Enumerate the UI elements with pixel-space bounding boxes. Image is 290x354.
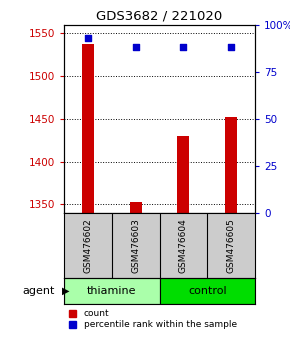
Bar: [225, 117, 237, 213]
Text: GSM476602: GSM476602: [83, 218, 92, 273]
Point: [133, 45, 138, 50]
Point: [85, 35, 90, 41]
Text: thiamine: thiamine: [87, 286, 136, 296]
Bar: [130, 202, 142, 213]
Point: [181, 45, 186, 50]
Bar: [82, 45, 94, 213]
Point: [229, 45, 233, 50]
Text: GSM476604: GSM476604: [179, 218, 188, 273]
Title: GDS3682 / 221020: GDS3682 / 221020: [96, 9, 223, 22]
Bar: [177, 136, 189, 213]
Text: ▶: ▶: [62, 286, 70, 296]
Bar: [64, 278, 160, 304]
Bar: [160, 278, 255, 304]
Text: GSM476605: GSM476605: [227, 218, 236, 273]
Legend: count, percentile rank within the sample: count, percentile rank within the sample: [68, 308, 238, 330]
Text: agent: agent: [23, 286, 55, 296]
Text: control: control: [188, 286, 227, 296]
Text: GSM476603: GSM476603: [131, 218, 140, 273]
